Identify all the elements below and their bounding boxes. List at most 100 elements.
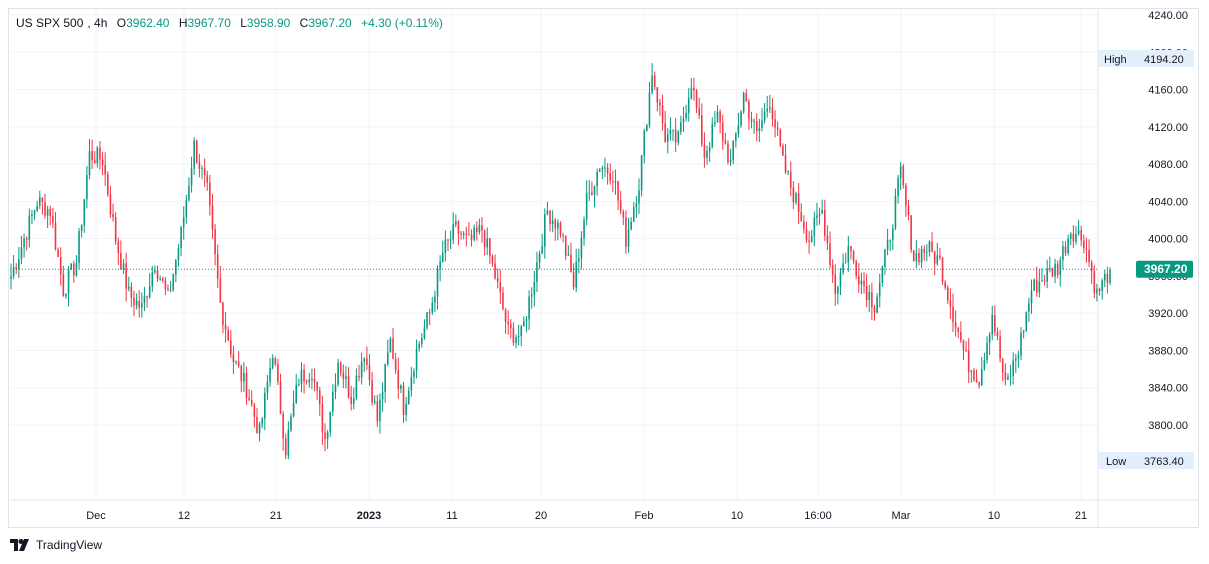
candle	[583, 216, 585, 246]
candle	[271, 354, 274, 370]
candle	[483, 229, 486, 256]
candle	[190, 156, 193, 193]
candle	[973, 367, 975, 382]
candle	[216, 244, 219, 288]
candle	[1064, 241, 1067, 257]
candle	[418, 341, 420, 352]
candle	[897, 174, 899, 204]
candle	[138, 290, 141, 318]
candle	[49, 205, 52, 226]
x-tick-label: Dec	[86, 510, 106, 522]
open-value: 3962.40	[126, 16, 170, 30]
candle	[742, 91, 745, 115]
candle	[635, 195, 638, 218]
candle	[222, 301, 224, 334]
candle	[329, 411, 332, 437]
candle	[389, 336, 392, 353]
candle	[962, 339, 965, 360]
chart-frame[interactable]	[8, 8, 1199, 528]
candle	[687, 88, 690, 122]
candle	[475, 221, 478, 241]
candle	[512, 322, 515, 346]
candle	[980, 356, 983, 386]
candle	[559, 221, 562, 238]
candle	[93, 151, 96, 164]
candle	[457, 220, 460, 246]
candle	[169, 280, 172, 293]
candle	[201, 165, 203, 180]
candle	[397, 357, 400, 399]
candle	[682, 106, 685, 132]
candle	[91, 139, 93, 169]
candle	[120, 240, 122, 270]
candle	[685, 104, 687, 122]
candle	[792, 181, 795, 210]
candle	[284, 433, 287, 460]
candle	[784, 143, 787, 175]
candle	[578, 248, 580, 274]
candle	[970, 370, 973, 383]
candle	[1109, 267, 1111, 286]
candle	[1090, 260, 1093, 285]
candle	[698, 97, 700, 119]
candle	[690, 78, 693, 100]
candle	[368, 354, 371, 386]
tradingview-logo-icon	[10, 539, 29, 551]
candle	[1088, 239, 1090, 267]
candle	[823, 199, 826, 242]
candle	[62, 265, 65, 297]
candle	[59, 247, 62, 286]
candle	[402, 381, 405, 423]
candle	[188, 177, 190, 202]
candle	[447, 238, 449, 252]
candle	[651, 63, 653, 95]
candle	[465, 226, 468, 247]
candle	[342, 364, 345, 389]
candle	[999, 330, 1001, 363]
candle	[318, 386, 321, 417]
candle	[1041, 268, 1043, 282]
candle	[107, 171, 109, 197]
candle	[410, 366, 413, 397]
candle	[957, 327, 960, 339]
x-tick-label: Mar	[892, 510, 911, 522]
time-axis: Dec 12 21 2023 11 20 Feb 10 16:00 Mar 10 21	[10, 499, 1198, 522]
candle	[332, 384, 334, 417]
candle	[816, 202, 818, 226]
candle	[858, 263, 860, 293]
candle	[347, 367, 350, 399]
candle	[78, 227, 80, 270]
candle	[617, 180, 619, 211]
candle	[536, 251, 538, 293]
candle	[381, 382, 384, 412]
candle	[177, 243, 180, 267]
candle	[243, 362, 245, 392]
candle	[988, 331, 991, 355]
candle	[352, 387, 355, 410]
candle	[143, 287, 146, 311]
candle	[279, 373, 282, 415]
x-tick-label: 21	[270, 510, 282, 522]
candle	[209, 174, 211, 216]
candle	[549, 210, 551, 232]
candle	[619, 190, 622, 215]
candle	[716, 105, 719, 123]
candle	[949, 288, 952, 319]
candle	[774, 110, 776, 138]
candle	[782, 143, 784, 157]
candle	[669, 117, 672, 141]
candle	[844, 252, 847, 264]
tradingview-logo[interactable]: TradingView	[10, 538, 102, 552]
candle	[230, 330, 232, 359]
candle	[473, 224, 475, 242]
candle	[735, 132, 737, 148]
x-tick-label: 10	[988, 510, 1000, 522]
candle	[1046, 259, 1048, 289]
candle	[195, 139, 198, 164]
x-tick-label: 20	[535, 510, 547, 522]
candle	[1028, 297, 1030, 323]
candle	[264, 387, 266, 431]
candle	[871, 282, 873, 321]
candle	[269, 357, 271, 387]
